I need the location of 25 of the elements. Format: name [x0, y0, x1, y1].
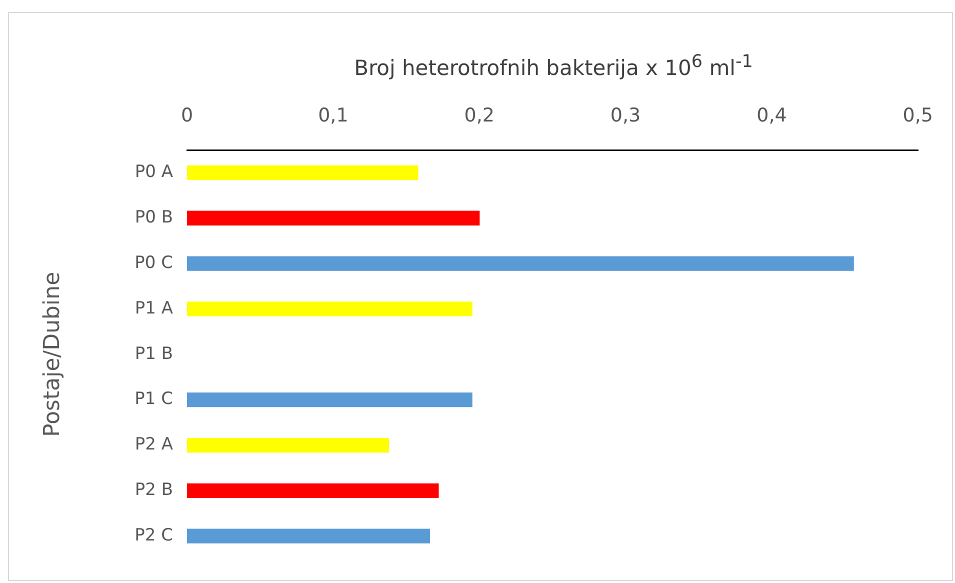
y-axis-title: Postaje/Dubine: [40, 272, 65, 437]
bar: [187, 528, 430, 544]
y-tick-label: P0 B: [134, 208, 173, 228]
y-tick-label: P1 A: [134, 298, 174, 318]
bar: [187, 438, 390, 453]
y-tick-label: P2 A: [134, 434, 174, 455]
y-tick-label: P0 A: [134, 162, 174, 182]
x-tick-label: 0,3: [610, 104, 641, 127]
x-tick-label: 0: [180, 104, 194, 127]
bar: [187, 302, 472, 316]
bar: [187, 256, 854, 271]
y-tick-label: P1 C: [134, 389, 173, 410]
y-tick-label: P1 B: [134, 344, 173, 364]
y-tick-label: P2 C: [134, 526, 173, 546]
bar: [187, 392, 472, 408]
bar: [187, 210, 480, 226]
x-tick-label: 0,4: [756, 104, 787, 127]
x-tick-label: 0,1: [318, 104, 348, 127]
bar: [187, 165, 418, 180]
y-tick-label: P2 B: [134, 480, 173, 500]
x-tick-label: 0,2: [464, 104, 494, 127]
bar: [187, 483, 439, 498]
y-tick-label: P0 C: [134, 252, 173, 273]
x-tick-label: 0,5: [902, 104, 933, 127]
x-axis-title: Broj heterotrofnih bakterija x 10$^{6}$ ml$^{-1}$: [353, 52, 754, 80]
